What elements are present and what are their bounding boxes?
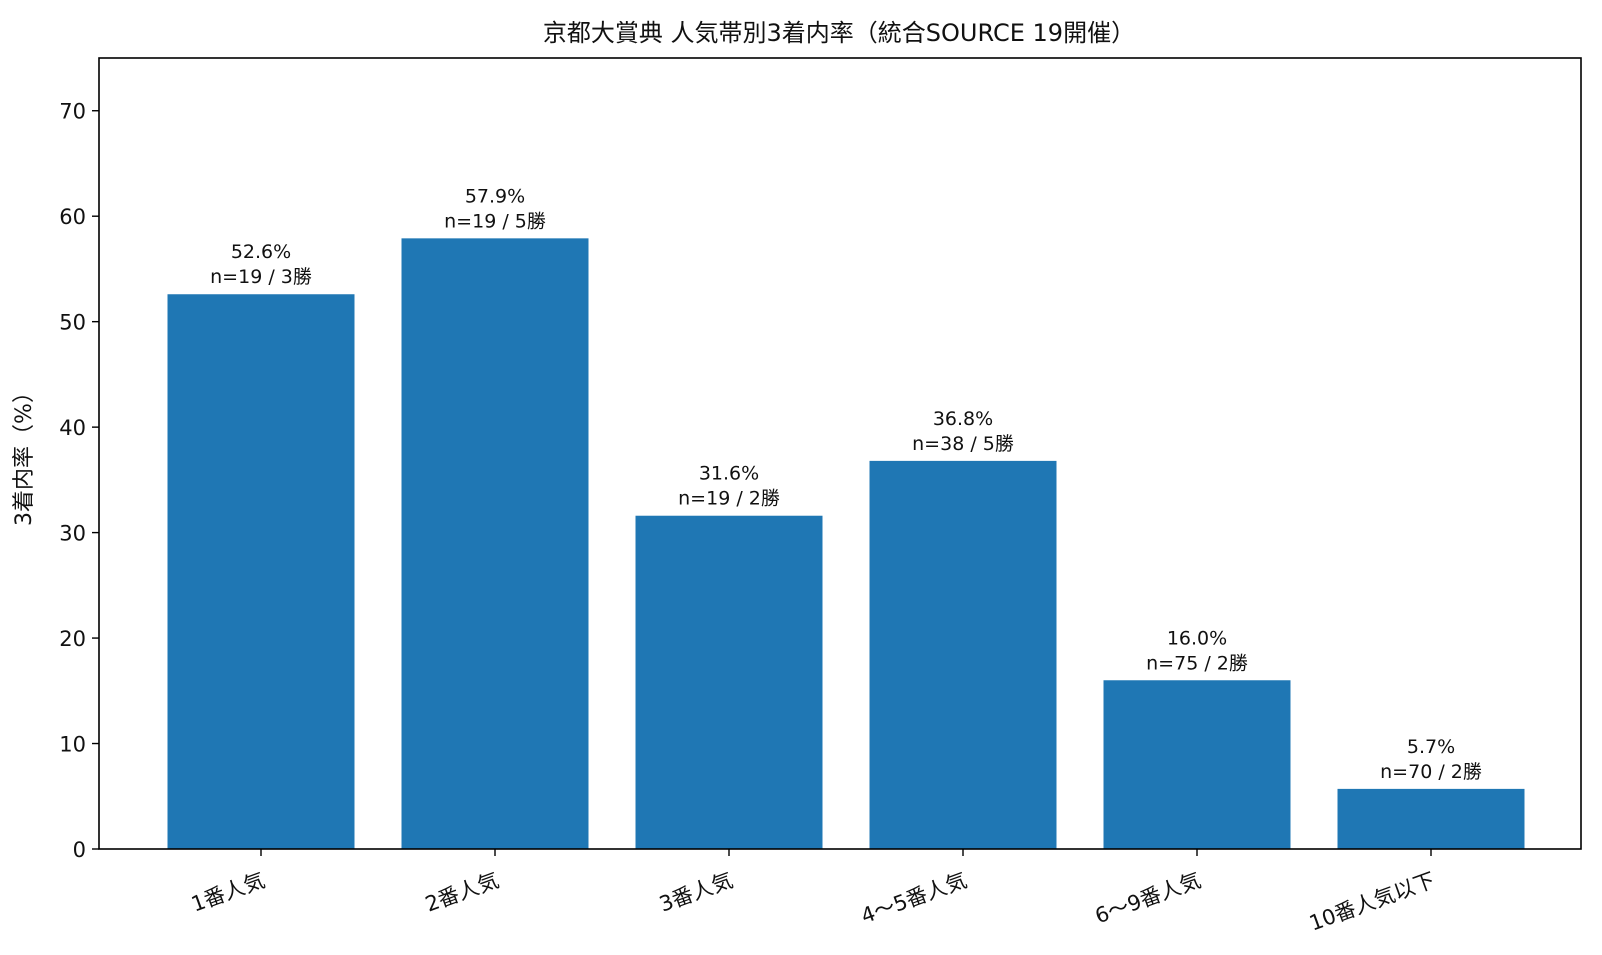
bar-labels: 52.6% n=19 / 3勝 57.9% n=19 / 5勝 31.6% n=19 / … xyxy=(210,185,1482,783)
y-tick-label: 60 xyxy=(59,205,86,229)
bar-value-label: 31.6% xyxy=(699,463,759,485)
bar-sample-label: n=19 / 5勝 xyxy=(444,210,546,232)
bar-sample-label: n=70 / 2勝 xyxy=(1380,761,1482,783)
y-tick-label: 70 xyxy=(59,100,86,124)
y-tick-label: 40 xyxy=(59,416,86,440)
chart-title: 京都大賞典 人気帯別3着内率（統合SOURCE 19開催） xyxy=(543,19,1135,47)
bar-sample-label: n=38 / 5勝 xyxy=(912,433,1014,455)
bar-value-label: 5.7% xyxy=(1407,736,1455,758)
bar-2 xyxy=(401,238,589,849)
y-tick-label: 30 xyxy=(59,522,86,546)
plot-area xyxy=(167,238,1525,849)
bar-sample-label: n=19 / 2勝 xyxy=(678,488,780,510)
y-tick-label: 20 xyxy=(59,627,86,651)
y-axis-title: 3着内率（%） xyxy=(12,381,37,526)
bar-5 xyxy=(1103,680,1291,849)
y-tick-label: 0 xyxy=(73,838,86,862)
bar-sample-label: n=19 / 3勝 xyxy=(210,266,312,288)
bar-value-label: 16.0% xyxy=(1167,627,1227,649)
bar-value-label: 52.6% xyxy=(231,241,291,263)
y-axis: 0 10 20 30 40 50 60 70 xyxy=(59,100,99,862)
bar-3 xyxy=(635,515,823,849)
bar-6 xyxy=(1337,788,1525,849)
y-tick-label: 50 xyxy=(59,311,86,335)
bar-4 xyxy=(869,460,1057,849)
bar-1 xyxy=(167,294,355,849)
bar-sample-label: n=75 / 2勝 xyxy=(1146,652,1248,674)
bar-value-label: 36.8% xyxy=(933,408,993,430)
bar-value-label: 57.9% xyxy=(465,185,525,207)
y-tick-label: 10 xyxy=(59,733,86,757)
plot-frame xyxy=(98,57,1582,850)
